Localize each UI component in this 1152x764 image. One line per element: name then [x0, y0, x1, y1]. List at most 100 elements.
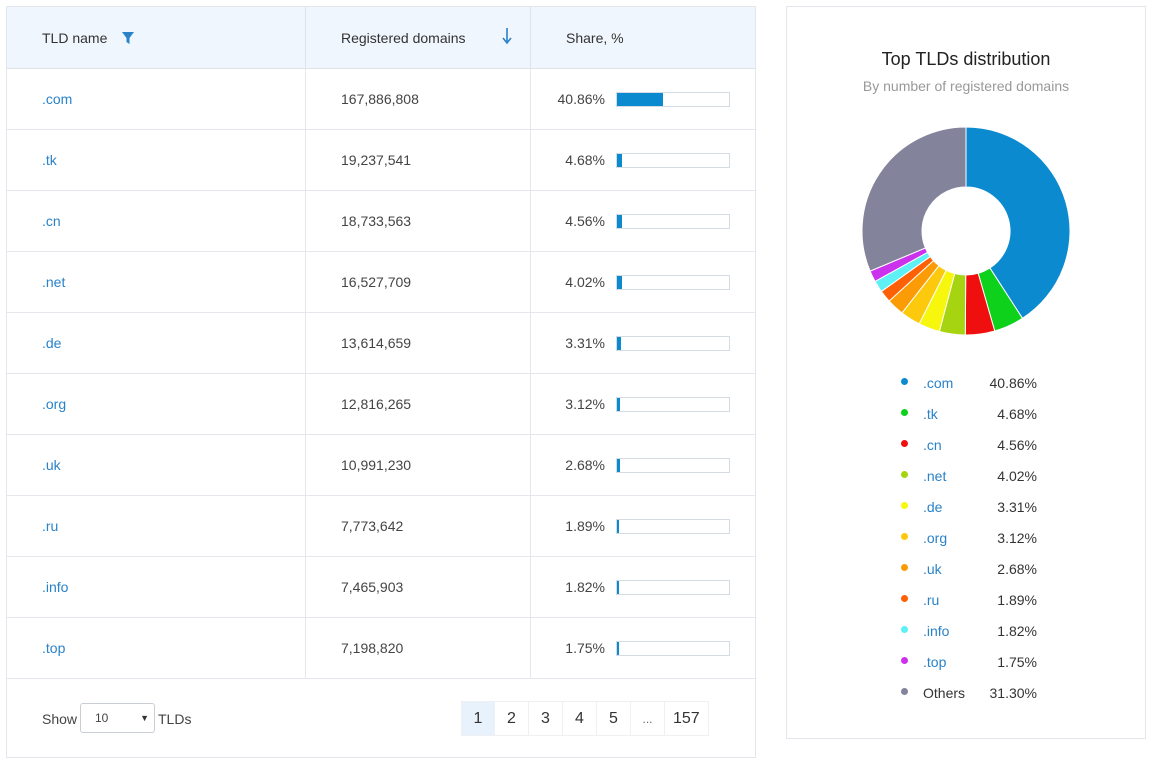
legend-name: .tk — [923, 405, 938, 422]
table-row: .de 13,614,659 3.31% — [7, 313, 755, 374]
tld-link[interactable]: .ru — [7, 496, 306, 556]
legend-dot-icon — [901, 471, 908, 478]
legend-value: 4.02% — [997, 467, 1037, 484]
share-bar-fill — [617, 153, 623, 167]
header-share[interactable]: Share, % — [531, 7, 755, 68]
page-size-select[interactable]: 10 ▼ — [80, 703, 155, 733]
registered-count: 13,614,659 — [306, 313, 531, 373]
page-ellipsis: ... — [631, 701, 665, 736]
legend-item[interactable]: .net 4.02% — [897, 460, 1037, 491]
legend-value: 1.75% — [997, 653, 1037, 670]
tld-link[interactable]: .uk — [7, 435, 306, 495]
share-bar-fill — [617, 336, 621, 350]
legend-name: .ru — [923, 591, 940, 608]
header-registered-label: Registered domains — [341, 29, 466, 46]
legend-value: 40.86% — [989, 374, 1037, 391]
legend-item[interactable]: Others 31.30% — [897, 677, 1037, 708]
legend-dot-icon — [901, 502, 908, 509]
share-percent: 4.02% — [565, 274, 605, 290]
legend-value: 3.31% — [997, 498, 1037, 515]
page-button-last[interactable]: 157 — [665, 701, 709, 736]
share-bar — [616, 213, 730, 229]
share-bar-fill — [617, 580, 620, 594]
tld-link[interactable]: .top — [7, 618, 306, 678]
tld-link[interactable]: .net — [7, 252, 306, 312]
share-bar — [616, 457, 730, 473]
share-cell: 40.86% — [531, 69, 755, 129]
share-cell: 4.56% — [531, 191, 755, 251]
header-registered-domains[interactable]: Registered domains — [306, 7, 531, 68]
show-label: Show — [42, 711, 78, 727]
legend-item[interactable]: .com 40.86% — [897, 367, 1037, 398]
table-row: .top 7,198,820 1.75% — [7, 618, 755, 679]
legend-value: 2.68% — [997, 560, 1037, 577]
share-bar — [616, 91, 730, 107]
share-percent: 4.56% — [565, 213, 605, 229]
page-button-3[interactable]: 3 — [529, 701, 563, 736]
donut-chart — [861, 126, 1071, 336]
legend-name: Others — [923, 684, 966, 701]
legend-item[interactable]: .uk 2.68% — [897, 553, 1037, 584]
share-cell: 3.12% — [531, 374, 755, 434]
legend-dot-icon — [901, 533, 908, 540]
pagination: 1 2 3 4 5 ... 157 — [461, 701, 709, 736]
share-cell: 2.68% — [531, 435, 755, 495]
legend-dot-icon — [901, 440, 908, 447]
share-bar-fill — [617, 92, 663, 106]
table-body: .com 167,886,808 40.86% .tk 19,237,541 4… — [7, 69, 755, 679]
tld-link[interactable]: .org — [7, 374, 306, 434]
tlds-label: TLDs — [158, 711, 192, 727]
registered-count: 12,816,265 — [306, 374, 531, 434]
tld-link[interactable]: .tk — [7, 130, 306, 190]
share-percent: 1.82% — [565, 579, 605, 595]
table-row: .cn 18,733,563 4.56% — [7, 191, 755, 252]
legend-name: .cn — [923, 436, 942, 453]
registered-count: 19,237,541 — [306, 130, 531, 190]
legend-dot-icon — [901, 657, 908, 664]
chart-title: Top TLDs distribution — [881, 49, 1051, 69]
share-bar — [616, 152, 730, 168]
legend-dot-icon — [901, 564, 908, 571]
share-bar — [616, 335, 730, 351]
sort-desc-icon[interactable] — [502, 27, 512, 48]
header-tld-name-label: TLD name — [42, 29, 108, 46]
tld-link[interactable]: .info — [7, 557, 306, 617]
header-tld-name[interactable]: TLD name — [7, 7, 306, 68]
table-footer: Show 10 ▼ TLDs 1 2 3 4 5 ... 157 — [7, 679, 755, 759]
page-button-1[interactable]: 1 — [461, 701, 495, 736]
page-button-5[interactable]: 5 — [597, 701, 631, 736]
legend-value: 31.30% — [989, 684, 1037, 701]
page-button-4[interactable]: 4 — [563, 701, 597, 736]
tld-link[interactable]: .cn — [7, 191, 306, 251]
page-button-2[interactable]: 2 — [495, 701, 529, 736]
donut-slice-Others[interactable] — [861, 126, 967, 272]
tld-table-panel: TLD name Registered domains Share, % .co… — [6, 6, 756, 758]
tld-link[interactable]: .com — [7, 69, 306, 129]
legend-item[interactable]: .info 1.82% — [897, 615, 1037, 646]
tld-link[interactable]: .de — [7, 313, 306, 373]
share-bar — [616, 518, 730, 534]
share-percent: 2.68% — [565, 457, 605, 473]
legend-item[interactable]: .de 3.31% — [897, 491, 1037, 522]
registered-count: 7,465,903 — [306, 557, 531, 617]
legend-item[interactable]: .ru 1.89% — [897, 584, 1037, 615]
legend-item[interactable]: .org 3.12% — [897, 522, 1037, 553]
legend-item[interactable]: .top 1.75% — [897, 646, 1037, 677]
share-percent: 1.89% — [565, 518, 605, 534]
share-bar-fill — [617, 641, 619, 655]
registered-count: 7,773,642 — [306, 496, 531, 556]
legend-name: .uk — [923, 560, 942, 577]
share-bar-fill — [617, 519, 620, 533]
chart-panel: Top TLDs distribution By number of regis… — [786, 6, 1146, 739]
legend-value: 4.68% — [997, 405, 1037, 422]
legend-item[interactable]: .tk 4.68% — [897, 398, 1037, 429]
legend-value: 3.12% — [997, 529, 1037, 546]
registered-count: 10,991,230 — [306, 435, 531, 495]
legend-value: 4.56% — [997, 436, 1037, 453]
legend-item[interactable]: .cn 4.56% — [897, 429, 1037, 460]
share-bar — [616, 579, 730, 595]
registered-count: 18,733,563 — [306, 191, 531, 251]
legend-value: 1.82% — [997, 622, 1037, 639]
filter-icon[interactable] — [121, 31, 135, 45]
registered-count: 167,886,808 — [306, 69, 531, 129]
